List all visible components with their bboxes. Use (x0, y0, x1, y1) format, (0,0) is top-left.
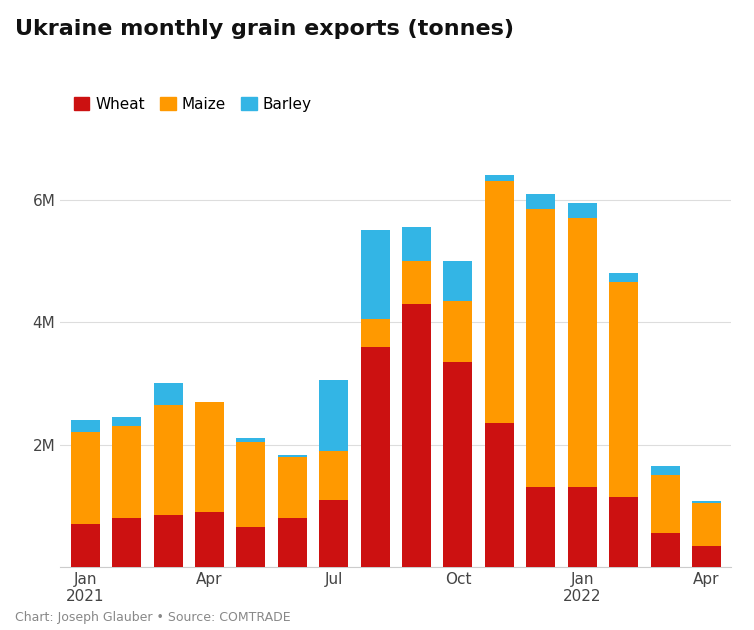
Bar (692, 503, 721, 546)
Bar (692, 546, 721, 567)
Text: Chart: Joseph Glauber • Source: COMTRADE: Chart: Joseph Glauber • Source: COMTRADE (15, 610, 291, 624)
Bar (319, 500, 348, 567)
Bar (609, 273, 638, 282)
Bar (195, 402, 224, 512)
Bar (609, 496, 638, 567)
Bar (277, 455, 307, 457)
Bar (319, 450, 348, 500)
Bar (443, 362, 473, 567)
Bar (526, 488, 556, 567)
Bar (609, 282, 638, 496)
Bar (112, 427, 141, 518)
Bar (154, 384, 182, 405)
Bar (277, 518, 307, 567)
Bar (71, 524, 100, 567)
Text: Ukraine monthly grain exports (tonnes): Ukraine monthly grain exports (tonnes) (15, 19, 514, 39)
Bar (568, 488, 596, 567)
Bar (277, 457, 307, 518)
Bar (71, 432, 100, 524)
Bar (154, 515, 182, 567)
Bar (402, 227, 431, 261)
Bar (485, 181, 514, 423)
Bar (112, 417, 141, 427)
Bar (651, 466, 679, 475)
Bar (319, 381, 348, 450)
Bar (568, 218, 596, 488)
Bar (236, 442, 265, 527)
Bar (485, 423, 514, 567)
Bar (360, 319, 390, 347)
Bar (360, 346, 390, 567)
Bar (360, 231, 390, 319)
Bar (402, 261, 431, 304)
Legend: Wheat, Maize, Barley: Wheat, Maize, Barley (68, 91, 317, 118)
Bar (651, 475, 679, 534)
Bar (71, 420, 100, 432)
Bar (236, 527, 265, 567)
Bar (112, 518, 141, 567)
Bar (402, 304, 431, 567)
Bar (236, 438, 265, 442)
Bar (692, 501, 721, 503)
Bar (651, 534, 679, 567)
Bar (195, 512, 224, 567)
Bar (154, 405, 182, 515)
Bar (568, 203, 596, 218)
Bar (485, 175, 514, 181)
Bar (443, 261, 473, 301)
Bar (443, 301, 473, 362)
Bar (526, 193, 556, 209)
Bar (526, 209, 556, 488)
